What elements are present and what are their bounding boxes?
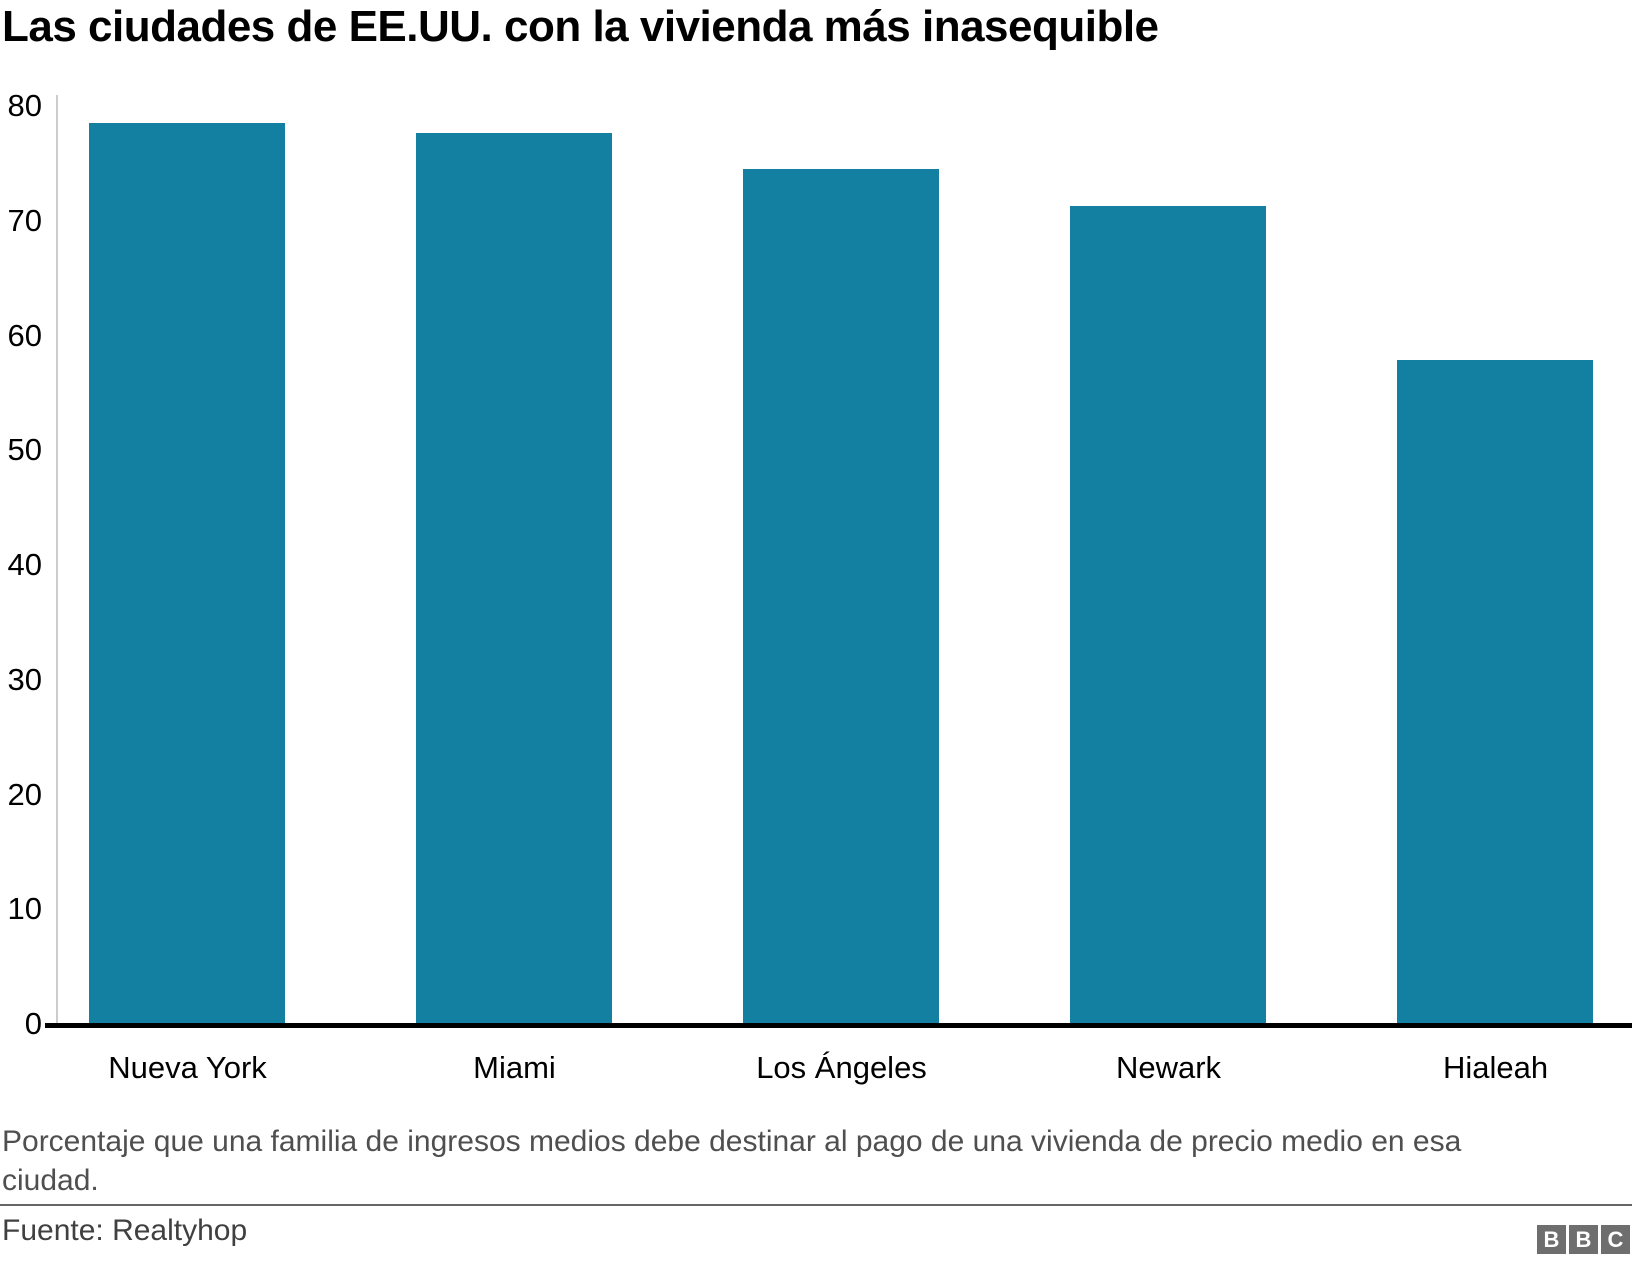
bar-newark	[1070, 205, 1266, 1023]
bar-nueva-york	[89, 123, 285, 1023]
x-label-newark: Newark	[1115, 1050, 1222, 1085]
y-tick-70: 70	[7, 202, 42, 238]
x-axis-baseline	[45, 1023, 1632, 1028]
source-credit: Fuente: Realtyhop	[2, 1214, 248, 1247]
chart-caption: Porcentaje que una familia de ingresos m…	[2, 1125, 1462, 1197]
footer-divider	[0, 1204, 1632, 1206]
y-tick-30: 30	[7, 661, 42, 697]
y-tick-0: 0	[24, 1006, 42, 1041]
x-label-miami: Miami	[473, 1050, 556, 1085]
plot-area	[57, 105, 1632, 1023]
y-tick-40: 40	[7, 547, 42, 582]
bbc-logo-block: B	[1537, 1225, 1566, 1254]
x-label-nueva-york: Nueva York	[108, 1050, 267, 1085]
bar-hialeah	[1397, 359, 1593, 1023]
bar-miami	[416, 132, 612, 1023]
bar-los-angeles	[743, 169, 939, 1023]
bbc-logo-block: B	[1569, 1225, 1598, 1254]
y-tick-50: 50	[7, 432, 42, 468]
x-label-los-angeles: Los Ángeles	[756, 1050, 927, 1085]
y-tick-60: 60	[7, 317, 42, 353]
chart-title: Las ciudades de EE.UU. con la vivienda m…	[2, 2, 1159, 51]
y-tick-10: 10	[7, 891, 42, 927]
y-tick-80: 80	[7, 88, 42, 123]
x-label-hialeah: Hialeah	[1442, 1050, 1549, 1085]
bbc-logo-block: C	[1601, 1225, 1630, 1254]
y-tick-20: 20	[7, 776, 42, 812]
y-axis-line	[56, 95, 58, 1023]
